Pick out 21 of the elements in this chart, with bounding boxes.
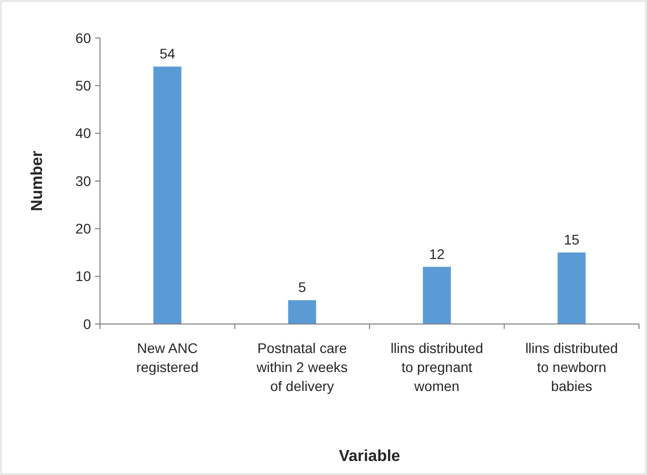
x-axis-title: Variable	[338, 448, 400, 465]
x-tick-label: New ANC registered	[136, 340, 199, 375]
y-tick-label: 0	[83, 316, 92, 332]
x-tick-label: llins distributed to newborn babies	[525, 340, 618, 394]
x-tick-label: llins distributed to pregnant women	[390, 340, 484, 394]
bar	[422, 266, 451, 324]
y-tick-label: 40	[75, 125, 92, 142]
data-label: 5	[298, 279, 306, 296]
y-tick-label: 10	[75, 268, 92, 284]
y-tick-label: 30	[75, 172, 92, 189]
x-tick-label: Postnatal care within 2 weeks of delivery	[256, 340, 348, 394]
y-tick-label: 50	[75, 78, 92, 94]
bar	[558, 252, 586, 324]
data-label: 54	[160, 46, 176, 62]
y-tick-label: 20	[75, 220, 92, 237]
data-label: 12	[429, 246, 445, 262]
bar	[153, 66, 182, 324]
bar	[288, 300, 316, 324]
y-tick-label: 60	[75, 30, 92, 46]
y-axis-title: Number	[29, 150, 46, 212]
data-label: 15	[564, 232, 580, 248]
